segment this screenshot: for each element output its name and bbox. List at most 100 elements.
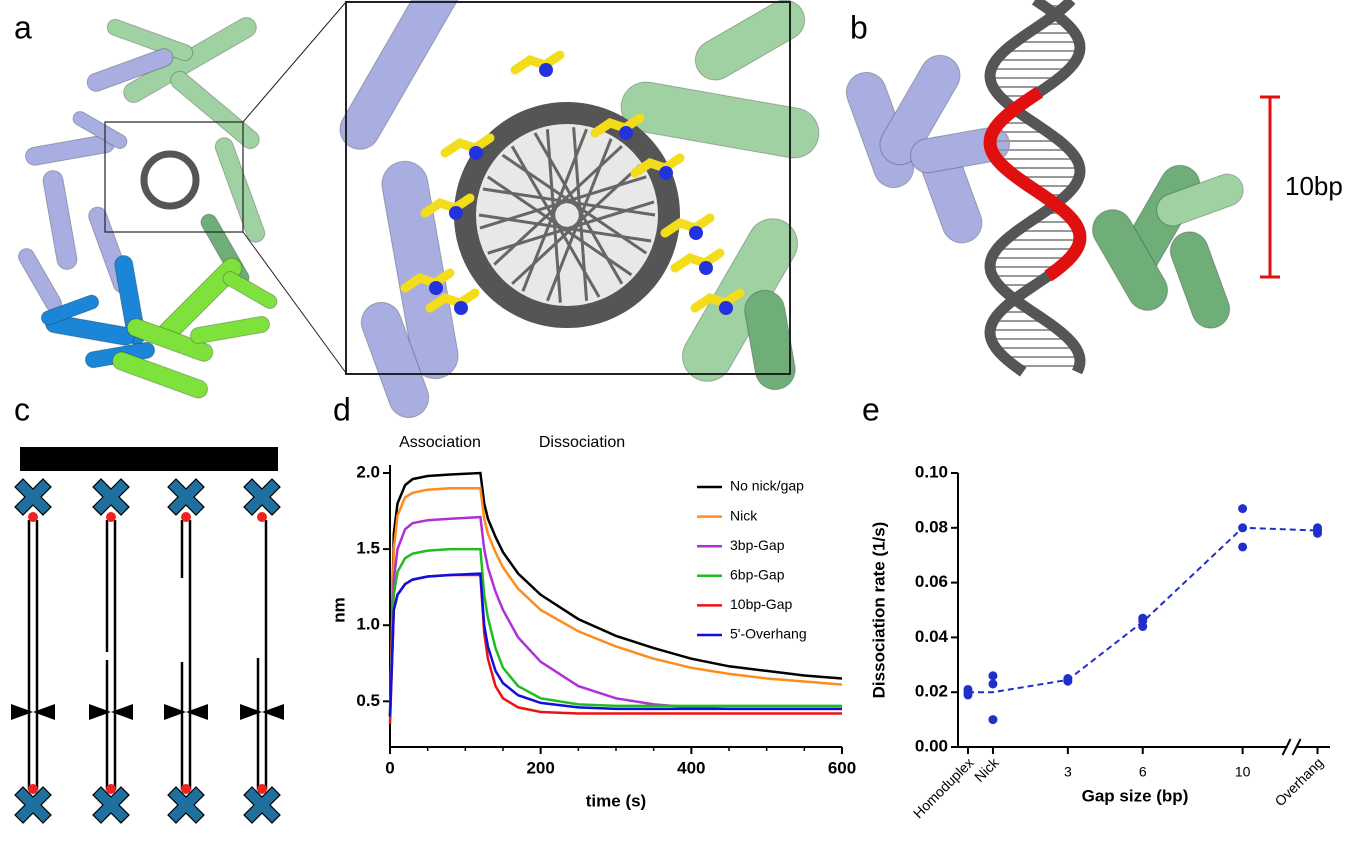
y-tick-label: 1.5 bbox=[356, 539, 380, 558]
dna-spoke bbox=[479, 175, 647, 230]
helix-cylinder bbox=[339, 0, 461, 150]
side-chain-n bbox=[449, 206, 463, 220]
protein-icon bbox=[167, 786, 205, 824]
helix-cylinder bbox=[879, 54, 961, 166]
side-chain bbox=[420, 193, 475, 218]
x-tick-label: 0 bbox=[385, 758, 394, 777]
data-point bbox=[1238, 523, 1248, 533]
end-dot bbox=[257, 784, 267, 794]
helix-cylinder bbox=[620, 81, 820, 159]
protein-icon bbox=[14, 478, 52, 516]
data-point bbox=[988, 679, 998, 689]
x-tick-label: 6 bbox=[1139, 764, 1147, 780]
legend-label: No nick/gap bbox=[730, 478, 804, 494]
side-chain-n bbox=[454, 301, 468, 315]
helix-cylinder bbox=[40, 294, 100, 326]
data-point bbox=[988, 715, 998, 725]
helix-cylinder bbox=[360, 301, 430, 419]
block-marker bbox=[240, 704, 284, 720]
helix-cylinder bbox=[189, 315, 271, 345]
side-chain-n bbox=[429, 281, 443, 295]
data-point bbox=[1063, 674, 1073, 683]
data-point bbox=[1313, 523, 1323, 533]
panel-label: a bbox=[14, 9, 32, 45]
trend-line bbox=[968, 526, 1318, 694]
protein-icon bbox=[92, 786, 130, 824]
side-chain-n bbox=[539, 63, 553, 77]
protein-icon bbox=[167, 478, 205, 516]
series-line bbox=[388, 471, 843, 717]
side-chain bbox=[670, 248, 725, 273]
side-chain bbox=[425, 288, 480, 313]
side-chain bbox=[400, 268, 455, 293]
series-line bbox=[388, 486, 843, 717]
axis-line bbox=[957, 473, 1330, 748]
side-chain-n bbox=[469, 146, 483, 160]
side-chain bbox=[510, 50, 565, 75]
protein-icon bbox=[14, 786, 52, 824]
y-tick-label: 1.0 bbox=[356, 615, 380, 634]
helix-cylinder bbox=[72, 111, 128, 149]
protein-icon bbox=[243, 786, 281, 824]
x-tick-label: 400 bbox=[677, 758, 705, 777]
x-tick-label: Homoduplex bbox=[910, 754, 977, 821]
zoom-line bbox=[242, 231, 347, 374]
inset-frame bbox=[345, 1, 791, 375]
data-point bbox=[963, 684, 973, 694]
side-chain bbox=[690, 288, 745, 313]
data-point bbox=[1138, 613, 1148, 623]
protein-icon bbox=[243, 478, 281, 516]
side-chain bbox=[660, 213, 715, 238]
legend-label: Nick bbox=[730, 507, 758, 523]
dna-strand-highlight bbox=[983, 86, 1087, 282]
side-chain-n bbox=[659, 166, 673, 180]
end-dot bbox=[181, 784, 191, 794]
annotation: Dissociation bbox=[539, 434, 625, 451]
helix-cylinder bbox=[170, 70, 260, 150]
helix-cylinder bbox=[1092, 209, 1168, 311]
block-marker bbox=[11, 704, 55, 720]
block-marker bbox=[89, 704, 133, 720]
y-tick-label: 0.06 bbox=[915, 572, 948, 591]
annotation: Association bbox=[399, 434, 481, 451]
panel-label: e bbox=[862, 391, 880, 427]
x-tick-label: Overhang bbox=[1271, 754, 1326, 809]
zoom-line bbox=[242, 1, 347, 123]
y-tick-label: 0.04 bbox=[915, 627, 949, 646]
x-axis-label: Gap size (bp) bbox=[1082, 786, 1189, 805]
data-point bbox=[1238, 504, 1248, 514]
dna-ring bbox=[454, 102, 680, 328]
helix-cylinder bbox=[694, 0, 806, 81]
end-dot bbox=[28, 784, 38, 794]
legend-label: 5'-Overhang bbox=[730, 626, 807, 642]
side-chain bbox=[440, 133, 495, 158]
helix-cylinder bbox=[111, 351, 209, 399]
side-chain bbox=[590, 113, 645, 138]
protein-icon bbox=[92, 478, 130, 516]
helix-cylinder bbox=[42, 170, 78, 270]
helix-cylinder bbox=[1156, 173, 1244, 227]
end-dot bbox=[257, 512, 267, 522]
panel-label: b bbox=[850, 9, 868, 45]
x-tick-label: 10 bbox=[1235, 764, 1251, 780]
data-point bbox=[1238, 542, 1248, 552]
helix-cylinder bbox=[222, 271, 278, 309]
helix-cylinder bbox=[214, 137, 266, 243]
y-tick-label: 0.02 bbox=[915, 682, 948, 701]
y-tick-label: 0.08 bbox=[915, 517, 948, 536]
end-dot bbox=[106, 512, 116, 522]
dna-ring bbox=[140, 150, 200, 210]
legend-label: 3bp-Gap bbox=[730, 537, 785, 553]
helix-cylinder bbox=[86, 48, 174, 92]
y-axis-label: nm bbox=[329, 597, 348, 623]
panel-label: d bbox=[333, 391, 351, 427]
y-tick-label: 0.00 bbox=[915, 736, 948, 755]
side-chain-n bbox=[619, 126, 633, 140]
series-line bbox=[388, 547, 842, 717]
side-chain-n bbox=[689, 226, 703, 240]
inset-box bbox=[104, 121, 244, 233]
data-point bbox=[988, 671, 998, 681]
y-tick-label: 0.10 bbox=[915, 462, 948, 481]
side-chain-n bbox=[699, 261, 713, 275]
legend-label: 10bp-Gap bbox=[730, 596, 792, 612]
